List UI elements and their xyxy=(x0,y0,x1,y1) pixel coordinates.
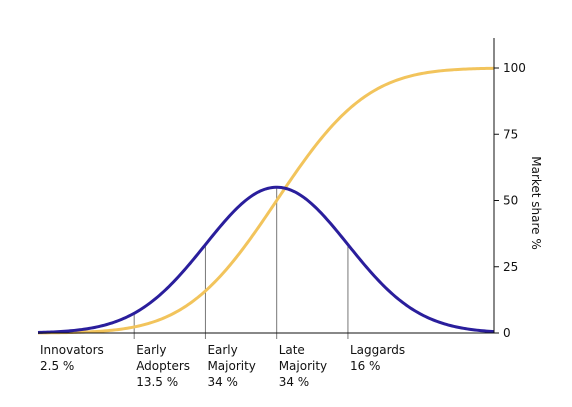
category-dividers xyxy=(133,187,349,339)
category-label-5: Laggards 16 % xyxy=(350,343,405,373)
category-label-line: 2.5 % xyxy=(40,359,74,373)
category-label-line: 13.5 % xyxy=(136,375,178,389)
category-label-line: Early xyxy=(207,343,237,357)
category-label-2: Early Adopters 13.5 % xyxy=(136,343,190,389)
y-axis-ticks: 0 25 50 75 100 xyxy=(494,61,526,340)
y-tick-label: 75 xyxy=(503,127,518,141)
category-label-1: Innovators 2.5 % xyxy=(40,343,104,373)
category-label-line: 34 % xyxy=(207,375,238,389)
category-label-line: Majority xyxy=(279,359,327,373)
category-label-line: 16 % xyxy=(350,359,381,373)
y-tick-label: 0 xyxy=(503,326,511,340)
y-tick-label: 50 xyxy=(503,194,518,208)
category-label-line: Majority xyxy=(207,359,255,373)
category-label-4: Late Majority 34 % xyxy=(279,343,327,389)
category-label-line: Early xyxy=(136,343,166,357)
category-labels: Innovators 2.5 % Early Adopters 13.5 % Early M… xyxy=(40,343,405,389)
category-label-line: Late xyxy=(279,343,305,357)
y-tick-label: 25 xyxy=(503,260,518,274)
y-axis-title: Market share % xyxy=(529,156,543,250)
category-label-line: Innovators xyxy=(40,343,104,357)
category-label-line: Laggards xyxy=(350,343,405,357)
market-share-curve xyxy=(37,66,495,335)
axes xyxy=(38,38,495,334)
adoption-curve xyxy=(37,185,495,334)
y-tick-label: 100 xyxy=(503,61,526,75)
category-label-line: Adopters xyxy=(136,359,190,373)
category-label-line: 34 % xyxy=(279,375,310,389)
category-label-3: Early Majority 34 % xyxy=(207,343,255,389)
